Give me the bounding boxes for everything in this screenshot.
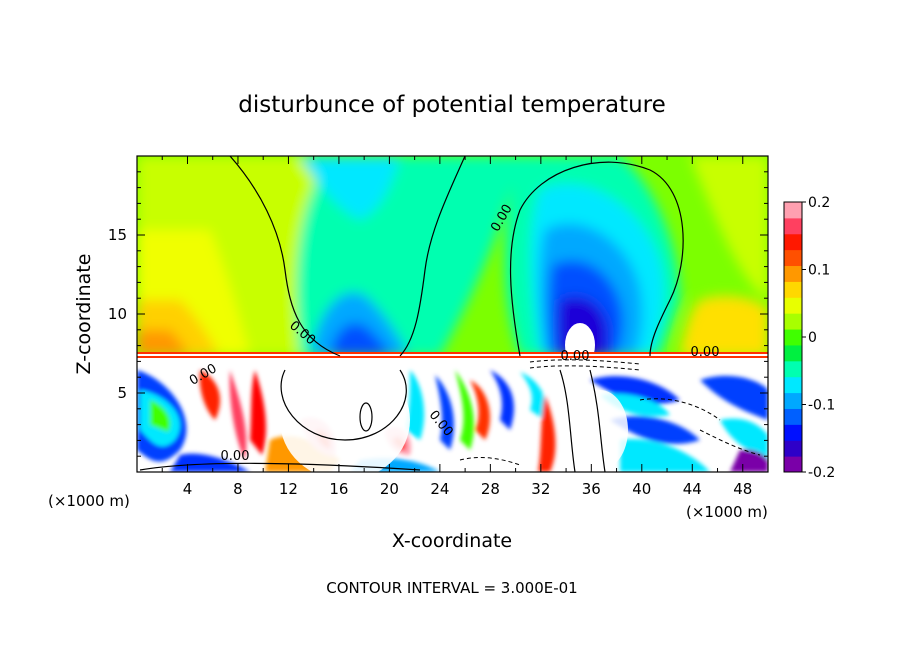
colorbar-swatch	[784, 281, 802, 298]
colorbar-tick-label: 0.2	[808, 195, 830, 211]
colorbar-swatch	[784, 313, 802, 330]
colorbar-swatch	[784, 249, 802, 267]
colorbar-tick-label: -0.1	[808, 398, 835, 414]
contour-label: 0.00	[221, 449, 250, 464]
x-tick-label: 4	[183, 480, 193, 498]
y-axis: 5 10 15	[108, 171, 768, 457]
colorbar-swatch	[784, 265, 802, 282]
colorbar-swatch	[784, 424, 802, 441]
colorbar-swatch	[784, 392, 802, 409]
x-tick-label: 32	[531, 480, 550, 498]
x-tick-label: 8	[233, 480, 243, 498]
dashed-contours	[459, 359, 761, 466]
lower-field	[137, 358, 768, 472]
y-tick-label: 15	[108, 226, 127, 244]
colorbar-swatch	[784, 376, 802, 394]
x-axis-label: X-coordinate	[392, 530, 512, 552]
x-axis: 4 8 12 16 20 24 28 32 36 40 44 48	[161, 156, 752, 498]
contour-interval-annotation: CONTOUR INTERVAL = 3.000E-01	[326, 579, 577, 597]
colorbar-swatch	[784, 456, 802, 473]
colorbar-swatch	[784, 202, 802, 219]
colorbar-swatch	[784, 360, 802, 378]
colorbar-swatch	[784, 440, 802, 457]
x-tick-label: 20	[380, 480, 399, 498]
x-tick-label: 12	[279, 480, 298, 498]
colorbar-swatch	[784, 344, 802, 362]
x-unit-label-left: (×1000 m)	[48, 492, 130, 510]
colorbar-swatch	[784, 408, 802, 425]
x-tick-label: 24	[430, 480, 449, 498]
colorbar-swatch	[784, 233, 802, 251]
y-axis-label: Z-coordinate	[73, 254, 95, 375]
upper-field	[137, 156, 768, 367]
x-tick-label: 44	[683, 480, 702, 498]
x-tick-label: 28	[481, 480, 500, 498]
colorbar-swatch	[784, 297, 802, 314]
colorbar: 0.2 0.1 0 -0.1 -0.2	[783, 195, 835, 481]
contour-lines	[139, 156, 684, 472]
colorbar-tick-label: -0.2	[808, 465, 835, 481]
plot-area	[137, 156, 768, 472]
colorbar-tick-label: 0.1	[808, 263, 830, 279]
x-tick-label: 16	[329, 480, 348, 498]
y-tick-label: 5	[117, 384, 127, 402]
x-unit-label-right: (×1000 m)	[686, 503, 768, 521]
x-tick-label: 48	[733, 480, 752, 498]
colorbar-swatch	[784, 217, 802, 235]
colorbar-tick-label: 0	[808, 330, 817, 346]
y-tick-label: 10	[108, 305, 127, 323]
chart-title: disturbunce of potential temperature	[238, 92, 666, 118]
contour-label: 0.00	[691, 345, 720, 360]
x-tick-label: 36	[582, 480, 601, 498]
colorbar-swatch	[784, 329, 802, 346]
contour-label: 0.00	[561, 349, 590, 364]
x-tick-label: 40	[632, 480, 651, 498]
